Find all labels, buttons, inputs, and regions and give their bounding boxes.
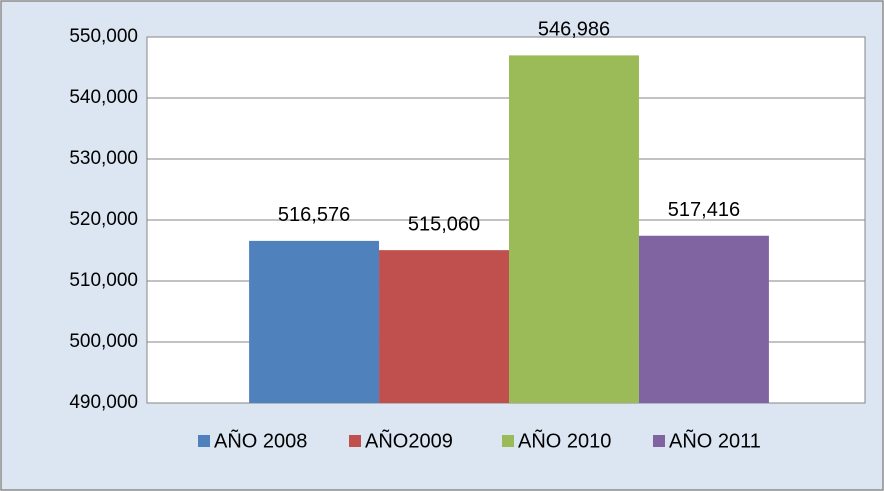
value-label: 546,986 <box>538 19 610 41</box>
legend-swatch <box>349 435 361 447</box>
y-tick-label: 520,000 <box>69 209 138 230</box>
legend-label: AÑO 2010 <box>518 428 611 452</box>
y-tick-label: 490,000 <box>69 392 138 413</box>
y-tick-label: 540,000 <box>69 87 138 108</box>
legend-label: AÑO2009 <box>365 428 453 452</box>
legend-swatch <box>502 435 514 447</box>
y-tick-label: 530,000 <box>69 148 138 169</box>
bar <box>249 240 380 403</box>
y-tick-label: 500,000 <box>69 331 138 352</box>
value-label: 517,416 <box>668 199 740 221</box>
bar <box>509 55 639 403</box>
bar <box>638 235 769 403</box>
y-tick-label: 510,000 <box>69 270 138 291</box>
legend-swatch <box>198 435 210 447</box>
legend-label: AÑO 2011 <box>669 428 761 452</box>
bar <box>379 250 509 403</box>
value-label: 515,060 <box>408 213 480 235</box>
legend-label: AÑO 2008 <box>214 428 307 452</box>
y-tick-label: 550,000 <box>69 26 138 47</box>
value-label: 516,576 <box>278 204 350 226</box>
legend-swatch <box>653 435 665 447</box>
